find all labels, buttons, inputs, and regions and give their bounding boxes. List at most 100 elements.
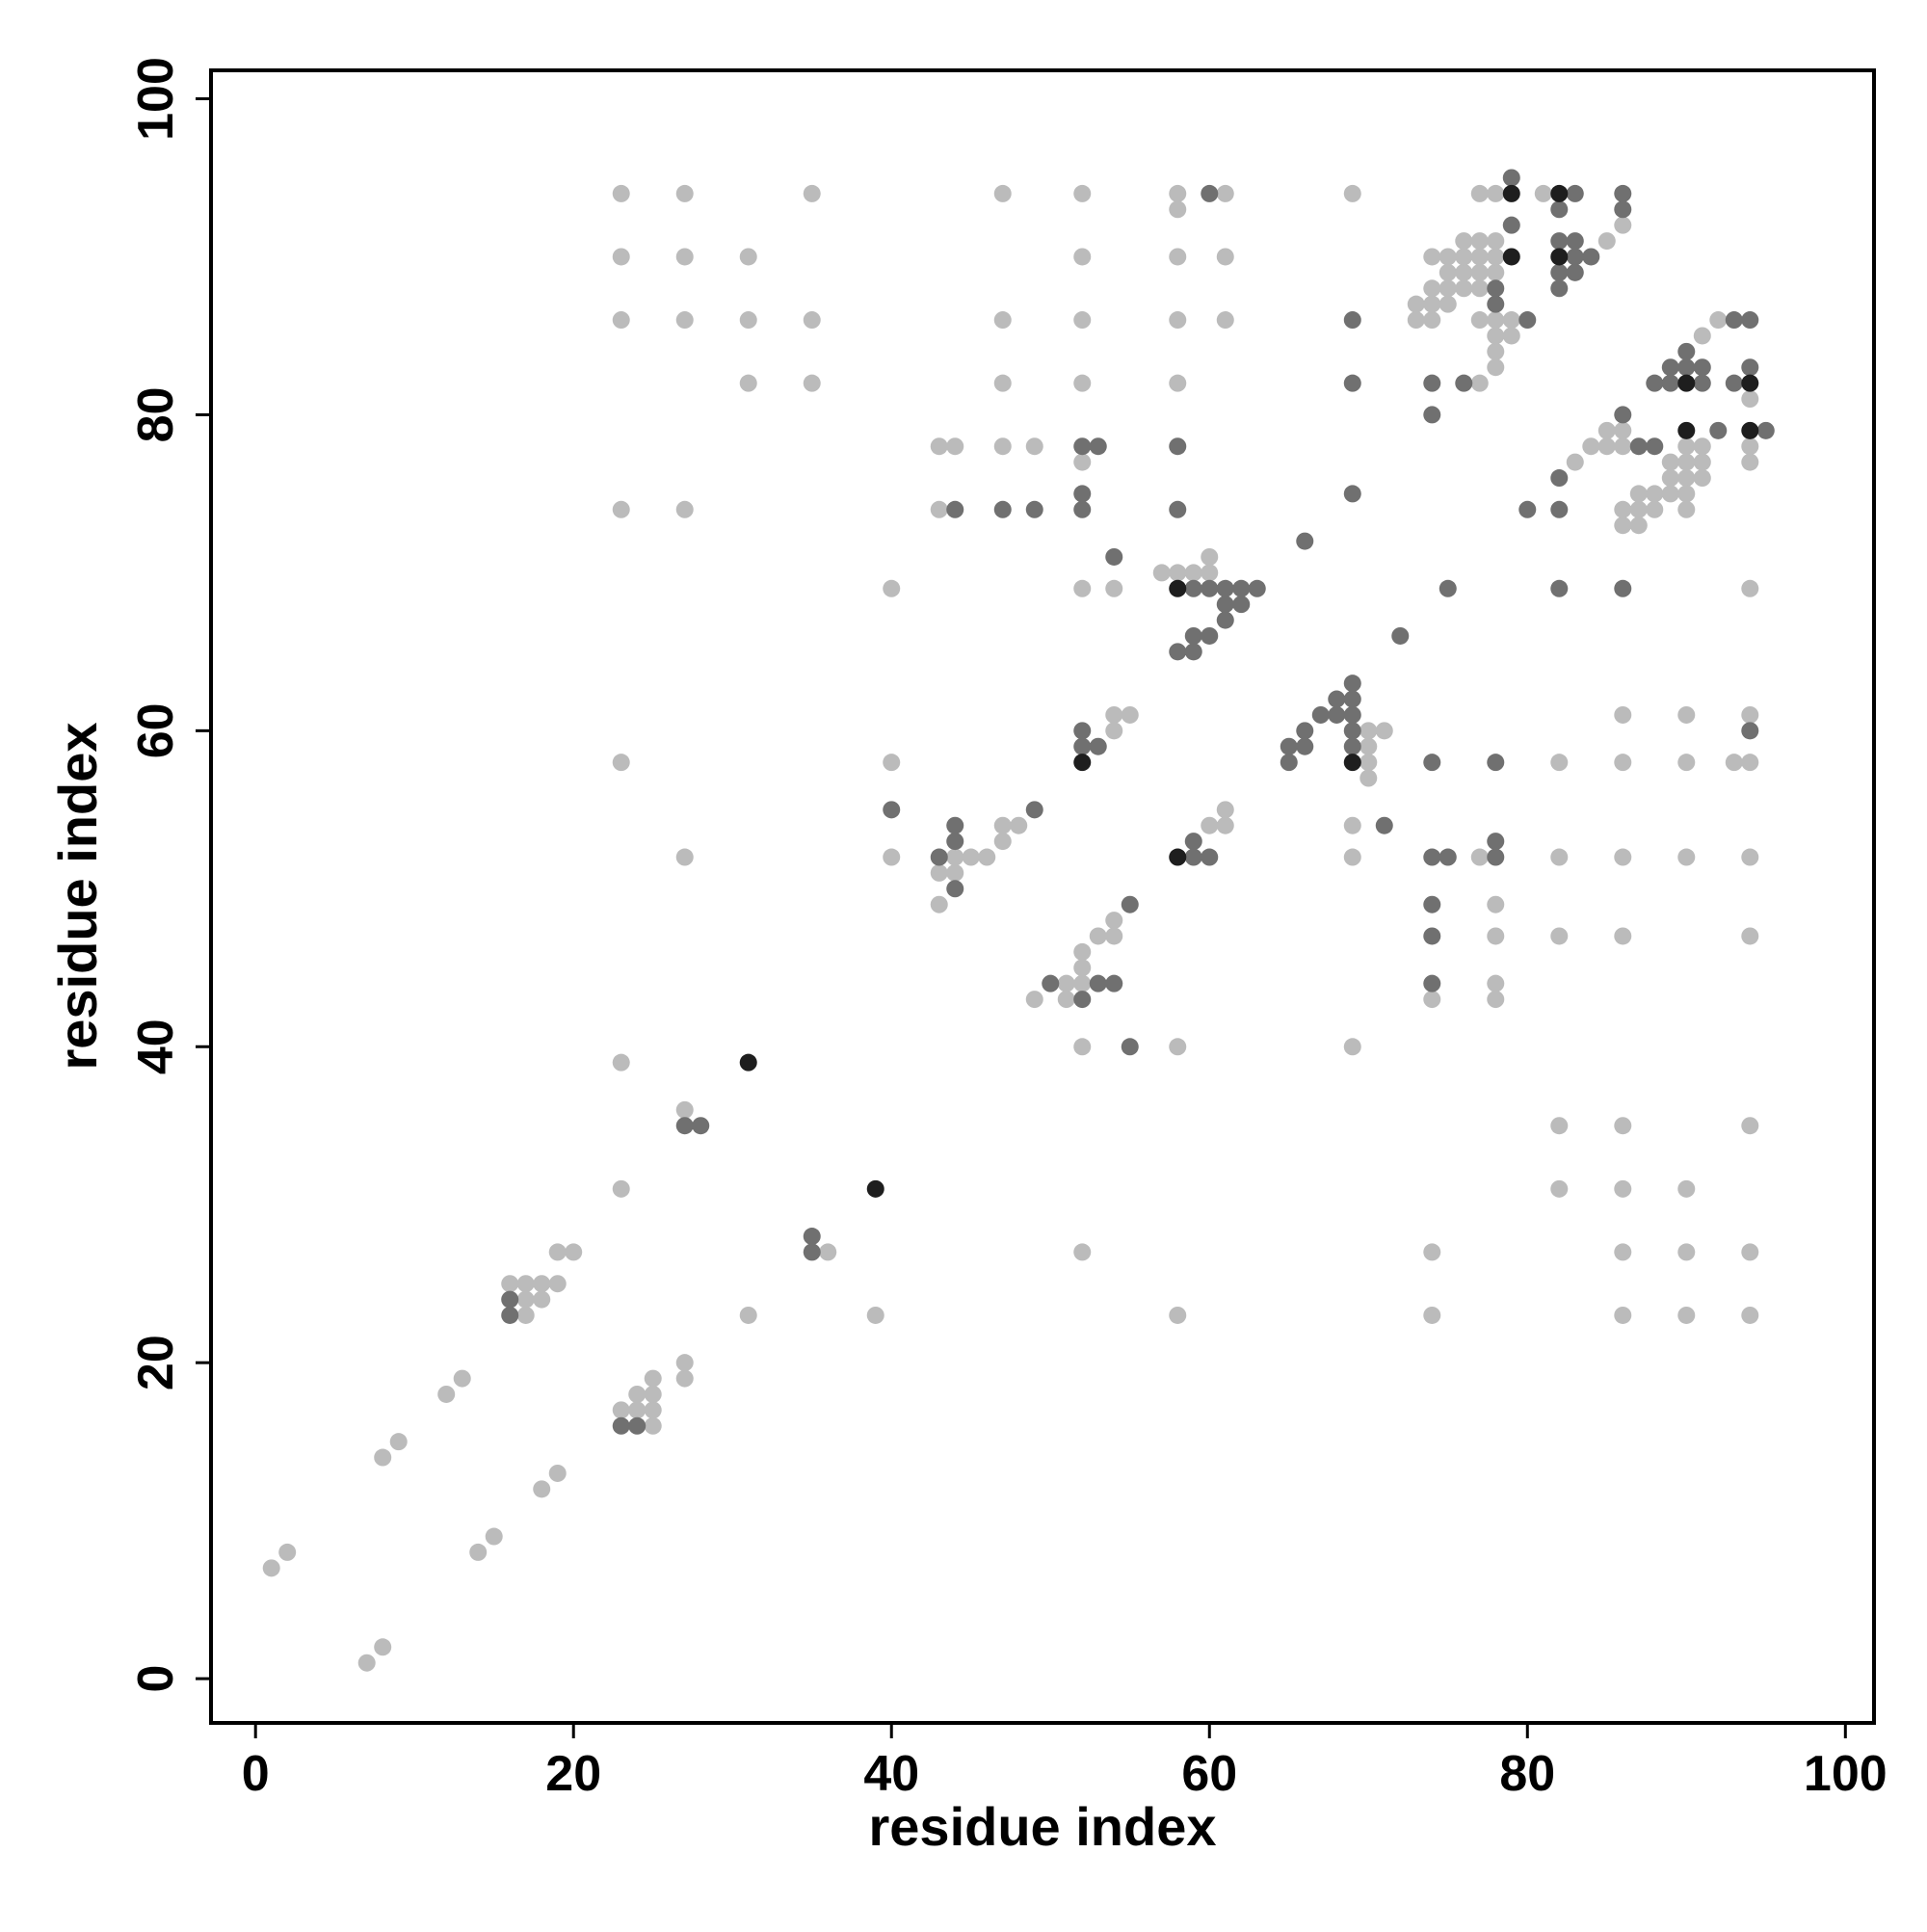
- contact-point: [628, 1401, 647, 1419]
- contact-point: [1741, 705, 1759, 724]
- contact-point: [1614, 500, 1632, 518]
- contact-point: [1328, 705, 1346, 724]
- contact-point: [1169, 848, 1187, 866]
- contact-point: [675, 1100, 694, 1119]
- contact-point: [1550, 1117, 1569, 1135]
- contact-point: [1470, 848, 1489, 866]
- contact-point: [1693, 358, 1711, 377]
- contact-point: [739, 1306, 757, 1324]
- contact-point: [1487, 927, 1505, 945]
- contact-point: [1741, 579, 1759, 597]
- contact-point: [1152, 564, 1171, 582]
- contact-point: [1614, 579, 1632, 597]
- contact-point: [1756, 421, 1775, 439]
- contact-point: [1614, 1179, 1632, 1198]
- contact-point: [883, 754, 901, 772]
- contact-point: [612, 1416, 630, 1435]
- contact-point: [946, 437, 964, 456]
- contact-point: [1614, 184, 1632, 202]
- contact-point: [1741, 311, 1759, 330]
- contact-point: [1661, 469, 1679, 488]
- contact-point: [1502, 216, 1520, 234]
- x-tick-label: 100: [1804, 1746, 1887, 1802]
- contact-point: [739, 374, 757, 392]
- contact-point: [1439, 579, 1457, 597]
- contact-point: [1073, 453, 1092, 471]
- contact-point: [1614, 516, 1632, 535]
- contact-point: [1470, 279, 1489, 298]
- contact-point: [374, 1638, 392, 1656]
- contact-point: [1455, 232, 1473, 251]
- contact-point: [1169, 311, 1187, 330]
- contact-point: [1741, 722, 1759, 740]
- contact-point: [1677, 421, 1696, 439]
- contact-point: [1614, 1306, 1632, 1324]
- contact-point: [675, 184, 694, 202]
- contact-point: [1073, 959, 1092, 977]
- contact-point: [739, 1053, 757, 1072]
- contact-point: [262, 1559, 280, 1577]
- contact-point: [1677, 374, 1696, 392]
- contact-point: [1741, 390, 1759, 409]
- contact-point: [1423, 895, 1441, 913]
- contact-point: [1375, 722, 1393, 740]
- contact-point: [1423, 279, 1441, 298]
- contact-point: [1025, 500, 1043, 518]
- contact-point: [1105, 547, 1123, 566]
- contact-point: [993, 184, 1012, 202]
- contact-point: [1073, 311, 1092, 330]
- contact-point: [930, 863, 948, 882]
- contact-point: [1550, 232, 1569, 251]
- plot-frame: [209, 68, 1876, 1725]
- contact-point: [1343, 737, 1361, 755]
- contact-point: [1487, 311, 1505, 330]
- contact-point: [1121, 705, 1139, 724]
- contact-point: [1073, 737, 1092, 755]
- contact-point: [1423, 991, 1441, 1009]
- contact-point: [1359, 754, 1378, 772]
- contact-point: [1741, 374, 1759, 392]
- contact-point: [1741, 358, 1759, 377]
- contact-point: [1677, 848, 1696, 866]
- contact-point: [1487, 263, 1505, 281]
- contact-point: [1677, 437, 1696, 456]
- contact-point: [946, 833, 964, 851]
- contact-point: [1343, 690, 1361, 708]
- contact-point: [1614, 421, 1632, 439]
- contact-point: [1502, 327, 1520, 345]
- contact-point: [565, 1243, 583, 1261]
- contact-point: [993, 374, 1012, 392]
- contact-point: [1487, 279, 1505, 298]
- contact-point: [993, 833, 1012, 851]
- contact-point: [993, 437, 1012, 456]
- contact-point: [1455, 374, 1473, 392]
- contact-point: [1646, 437, 1664, 456]
- contact-point: [612, 754, 630, 772]
- contact-point: [1359, 722, 1378, 740]
- x-tick-label: 40: [863, 1746, 919, 1802]
- contact-point: [1121, 895, 1139, 913]
- contact-point: [1566, 184, 1584, 202]
- contact-point: [1073, 974, 1092, 992]
- contact-point: [1502, 184, 1520, 202]
- contact-point: [501, 1275, 519, 1293]
- contact-point: [1216, 184, 1234, 202]
- contact-point: [1184, 626, 1202, 645]
- y-tick-label: 80: [128, 387, 184, 443]
- contact-point: [1487, 991, 1505, 1009]
- contact-point: [1597, 232, 1616, 251]
- contact-point: [612, 500, 630, 518]
- contact-point: [1169, 564, 1187, 582]
- contact-point: [1169, 200, 1187, 219]
- contact-point: [1105, 579, 1123, 597]
- contact-point: [1550, 200, 1569, 219]
- contact-point: [1455, 279, 1473, 298]
- contact-point: [612, 184, 630, 202]
- contact-point: [1216, 611, 1234, 629]
- contact-point: [1550, 579, 1569, 597]
- contact-point: [1518, 311, 1537, 330]
- contact-point: [1025, 437, 1043, 456]
- contact-point: [1216, 816, 1234, 834]
- contact-point: [1248, 579, 1266, 597]
- contact-point: [1073, 1038, 1092, 1056]
